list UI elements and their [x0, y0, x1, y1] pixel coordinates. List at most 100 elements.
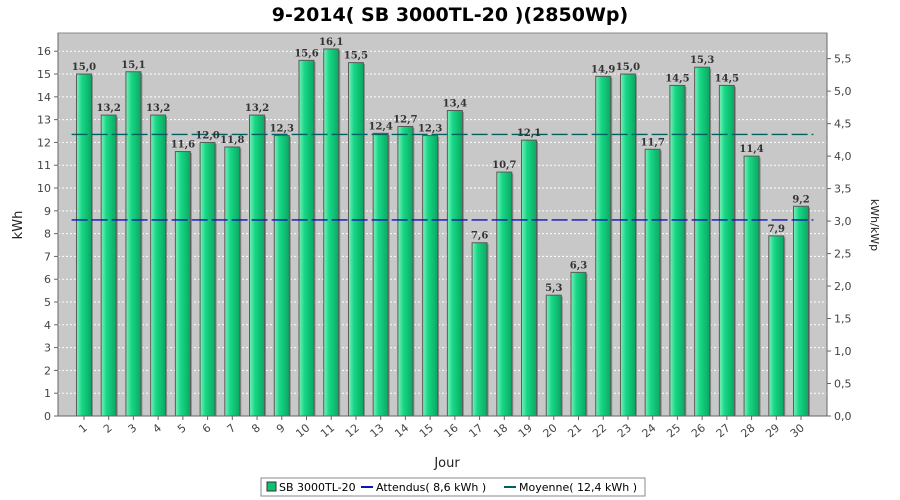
- legend-box: [260, 477, 646, 497]
- plot-area: [57, 32, 828, 417]
- x-tick-label: 29: [763, 421, 782, 440]
- bar: [595, 75, 612, 417]
- bar: [100, 114, 117, 417]
- x-tick-label: 28: [738, 421, 757, 440]
- x-tick-label: 10: [293, 421, 312, 440]
- y2-tick-label: 0,0: [834, 410, 852, 423]
- y-tick-label: 10: [37, 182, 51, 195]
- bar: [298, 59, 315, 417]
- x-tick-label: 20: [541, 421, 560, 440]
- y2-axis: 0,0 0,5 1,0 1,5 2,0 2,5 3,0 3,5 4,0 4,5 5,0 5,5: [826, 33, 852, 423]
- y2-tick-label: 0,5: [834, 378, 852, 391]
- x-tick-label: 22: [590, 421, 609, 440]
- y-tick-label: 8: [44, 228, 51, 241]
- x-tick-label: 23: [615, 421, 634, 440]
- x-tick-label: 19: [516, 421, 535, 440]
- bar: [150, 114, 167, 417]
- bar: [496, 171, 513, 417]
- data-label: 13,4: [443, 99, 467, 110]
- x-tick-label: 4: [150, 421, 164, 435]
- y2-axis-title: kWh/kWp: [868, 199, 881, 251]
- bar: [174, 151, 191, 417]
- data-label: 7,6: [471, 231, 488, 242]
- bar: [125, 71, 142, 417]
- y-tick-label: 9: [44, 205, 51, 218]
- data-label: 15,0: [72, 62, 96, 73]
- data-label: 15,3: [690, 55, 714, 66]
- data-label: 12,3: [270, 124, 294, 135]
- y-tick-label: 11: [37, 159, 51, 172]
- data-label: 7,9: [768, 224, 785, 235]
- y2-tick-label: 5,5: [834, 53, 852, 66]
- bar: [743, 155, 760, 417]
- y-tick-label: 16: [37, 45, 51, 58]
- y-tick-label: 13: [37, 114, 51, 127]
- bar-series: [75, 48, 811, 417]
- y-tick-label: 3: [44, 342, 51, 355]
- x-tick-label: 1: [76, 421, 90, 435]
- data-label: 12,4: [369, 121, 393, 132]
- data-label: 11,4: [739, 144, 763, 155]
- y-tick-label: 5: [44, 296, 51, 309]
- data-label: 14,9: [591, 64, 615, 75]
- y2-tick-label: 3,0: [834, 215, 852, 228]
- reference-lines: [71, 133, 814, 221]
- bar: [694, 66, 711, 417]
- y2-tick-label: 5,0: [834, 85, 852, 98]
- data-label: 12,3: [418, 124, 442, 135]
- x-tick-label: 26: [689, 421, 708, 440]
- x-tick-label: 25: [664, 421, 683, 440]
- y-tick-label: 14: [37, 91, 51, 104]
- y2-tick-label: 3,5: [834, 183, 852, 196]
- bar: [619, 73, 636, 417]
- x-tick-label: 17: [466, 421, 485, 440]
- x-tick-label: 13: [368, 421, 387, 440]
- data-label: 12,0: [195, 130, 219, 141]
- data-label: 12,1: [517, 128, 541, 139]
- legend-label-expected: Attendus( 8,6 kWh ): [376, 481, 486, 494]
- data-label: 13,2: [146, 103, 170, 114]
- x-tick-label: 5: [175, 421, 189, 435]
- legend-label-bars: SB 3000TL-20: [279, 481, 356, 494]
- y2-tick-label: 2,5: [834, 248, 852, 261]
- data-label: 9,2: [792, 194, 809, 205]
- y2-tick-label: 4,5: [834, 118, 852, 131]
- bar: [793, 205, 810, 417]
- y-tick-label: 6: [44, 273, 51, 286]
- bar: [224, 146, 241, 417]
- y-tick-label: 7: [44, 250, 51, 263]
- data-label: 5,3: [545, 283, 562, 294]
- data-label: 13,2: [245, 103, 269, 114]
- bar: [75, 73, 92, 417]
- bar: [422, 135, 439, 417]
- data-label: 15,1: [121, 60, 145, 71]
- x-tick-label: 7: [225, 421, 239, 435]
- x-axis: 1 2 3 4 5 6 7 8 9 10 11 12 13 14 15 16 17 18 19 20 21 22 23 24 2…: [58, 415, 827, 440]
- bar: [323, 48, 340, 417]
- y-axis-title: kWh: [11, 211, 26, 240]
- x-tick-label: 3: [126, 421, 140, 435]
- x-tick-label: 24: [640, 421, 659, 440]
- bar: [768, 235, 785, 417]
- bar: [372, 132, 389, 417]
- x-tick-label: 30: [788, 421, 807, 440]
- bar: [570, 271, 587, 417]
- x-tick-label: 27: [714, 421, 733, 440]
- y2-tick-label: 2,0: [834, 280, 852, 293]
- data-label: 11,8: [220, 135, 244, 146]
- data-label: 15,6: [294, 48, 318, 59]
- data-label: 11,6: [171, 140, 195, 151]
- bar: [397, 125, 414, 417]
- bar: [521, 139, 538, 417]
- bar: [273, 135, 290, 417]
- data-label: 6,3: [570, 260, 587, 271]
- y-tick-label: 2: [44, 364, 51, 377]
- data-label: 15,5: [344, 51, 368, 62]
- data-label: 15,0: [616, 62, 640, 73]
- x-tick-label: 16: [442, 421, 461, 440]
- bar: [249, 114, 266, 417]
- x-tick-label: 6: [200, 421, 214, 435]
- y2-tick-label: 4,0: [834, 150, 852, 163]
